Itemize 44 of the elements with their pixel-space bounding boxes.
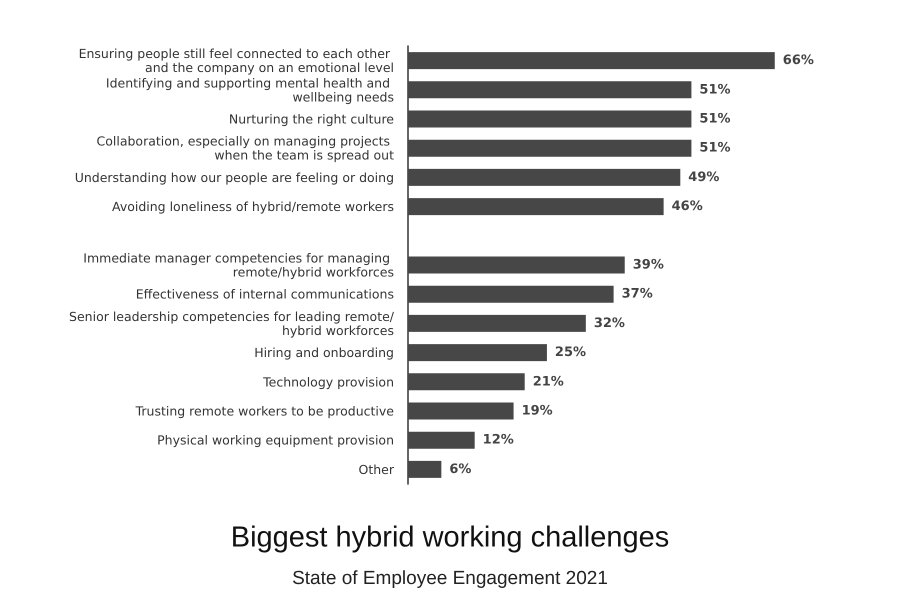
text: State of Employee Engagement 2021 bbox=[292, 568, 608, 589]
bar bbox=[408, 432, 475, 449]
bar bbox=[408, 373, 525, 390]
data-label: 25% bbox=[554, 345, 586, 360]
bar bbox=[408, 52, 775, 70]
y-tick-label: Other bbox=[358, 462, 395, 477]
data-label: 51% bbox=[699, 140, 731, 156]
data-label: 51% bbox=[699, 112, 731, 126]
y-tick-label: Ensuring people still feel connected to each other and the company on an emotional level bbox=[78, 46, 394, 76]
bar bbox=[408, 110, 692, 128]
text: Biggest hybrid working challenges bbox=[230, 522, 670, 554]
y-tick-label: Nurturing the right culture bbox=[228, 112, 394, 126]
bar bbox=[408, 460, 442, 478]
data-label: 66% bbox=[782, 53, 814, 68]
y-tick-label: Collaboration, especially on managing projects when the team is spread out bbox=[96, 134, 394, 163]
bar bbox=[408, 256, 625, 274]
y-tick-label: Avoiding loneliness of hybrid/remote workers bbox=[112, 199, 394, 214]
y-tick-label: Effectiveness of internal communications bbox=[136, 286, 394, 302]
data-label: 19% bbox=[522, 404, 553, 418]
y-tick-label: Physical working equipment provision bbox=[157, 432, 394, 448]
data-label: 49% bbox=[688, 170, 720, 185]
y-tick-label: Senior leadership competencies for leading remote/hybrid workforces bbox=[69, 308, 395, 338]
data-label: 39% bbox=[632, 258, 664, 272]
bar bbox=[408, 286, 614, 303]
data-label: 32% bbox=[594, 316, 625, 331]
y-tick-label: Trusting remote workers to be productive bbox=[134, 404, 394, 418]
data-label: 6% bbox=[449, 462, 472, 477]
y-tick-label: Identifying and supporting mental health and wellbeing needs bbox=[106, 75, 394, 104]
bar bbox=[408, 140, 692, 157]
data-label: 37% bbox=[622, 286, 653, 302]
y-tick-label: Hiring and onboarding bbox=[254, 345, 394, 360]
bar bbox=[408, 344, 547, 362]
data-label: 12% bbox=[482, 432, 514, 448]
y-tick-label: Technology provision bbox=[262, 374, 394, 390]
bar bbox=[408, 314, 586, 332]
data-label: 21% bbox=[532, 374, 564, 390]
y-tick-label: Immediate manager competencies for managing remote/hybrid workforces bbox=[83, 250, 394, 280]
bar bbox=[408, 168, 680, 186]
y-tick-label: Understanding how our people are feeling or doing bbox=[74, 170, 394, 185]
bar bbox=[408, 81, 692, 98]
bar bbox=[408, 402, 514, 420]
data-label: 46% bbox=[672, 199, 703, 214]
data-label: 51% bbox=[699, 82, 731, 98]
bar bbox=[408, 198, 664, 216]
